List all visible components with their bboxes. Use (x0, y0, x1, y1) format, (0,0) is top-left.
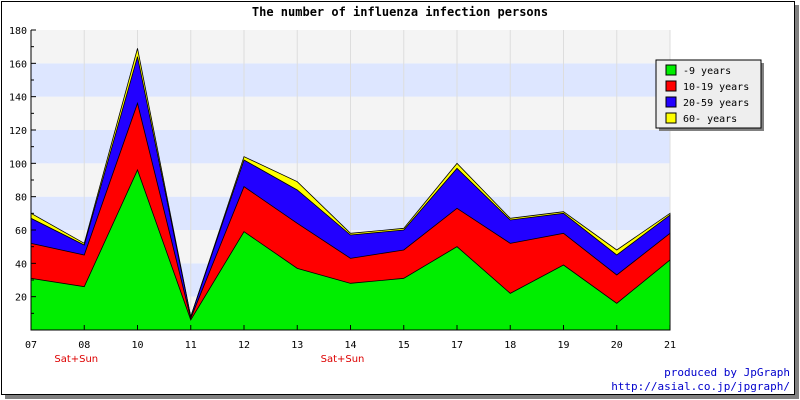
x-tick-label: 19 (557, 340, 569, 351)
legend-label: 60- years (683, 114, 737, 125)
chart-title: The number of influenza infection person… (252, 5, 548, 19)
legend-label: 20-59 years (683, 98, 749, 109)
x-tick-label: 07 (25, 340, 37, 351)
y-tick-label: 120 (9, 126, 27, 137)
x-tick-label: 17 (451, 340, 463, 351)
y-tick-label: 100 (9, 159, 27, 170)
y-tick-label: 180 (9, 26, 27, 37)
x-tick-label: 15 (398, 340, 410, 351)
y-tick-label: 160 (9, 59, 27, 70)
legend-swatch (665, 80, 677, 92)
x-tick-label: 08 (78, 340, 90, 351)
y-tick-label: 20 (15, 293, 27, 304)
x-tick-label: 14 (344, 340, 356, 351)
x-tick-label: 10 (131, 340, 143, 351)
y-tick-label: 80 (15, 193, 27, 204)
legend: -9 years 10-19 years 20-59 years 60- years (655, 59, 764, 131)
legend-swatch (665, 64, 677, 76)
area-10-19-years (30, 101, 671, 331)
weekend-label: Sat+Sun (54, 354, 98, 365)
x-tick-label: 11 (185, 340, 197, 351)
x-tick-label: 21 (664, 340, 676, 351)
area-9-years (30, 168, 671, 331)
legend-label: -9 years (683, 66, 731, 77)
legend-label: 10-19 years (683, 82, 749, 93)
x-tick-label: 12 (238, 340, 250, 351)
y-tick-label: 40 (15, 259, 27, 270)
x-tick-label: 13 (291, 340, 303, 351)
y-tick-label: 60 (15, 226, 27, 237)
legend-swatch (665, 112, 677, 124)
credit-link[interactable]: http://asial.co.jp/jpgraph/ (611, 380, 790, 393)
plot-areas (30, 48, 671, 331)
credit-line-1: produced by JpGraph (664, 366, 790, 379)
weekend-label: Sat+Sun (321, 354, 365, 365)
axes: 20 40 60 80 100 120 140 160 180 07 08 10 11 12 13 14 15 1… (9, 26, 676, 365)
x-tick-label: 20 (611, 340, 623, 351)
x-tick-label: 18 (504, 340, 516, 351)
y-tick-label: 140 (9, 93, 27, 104)
legend-swatch (665, 96, 677, 108)
